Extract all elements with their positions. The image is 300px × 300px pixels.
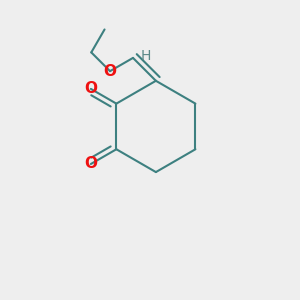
Text: O: O xyxy=(84,81,98,96)
Text: H: H xyxy=(141,49,152,62)
Text: O: O xyxy=(84,157,98,172)
Text: O: O xyxy=(103,64,116,79)
